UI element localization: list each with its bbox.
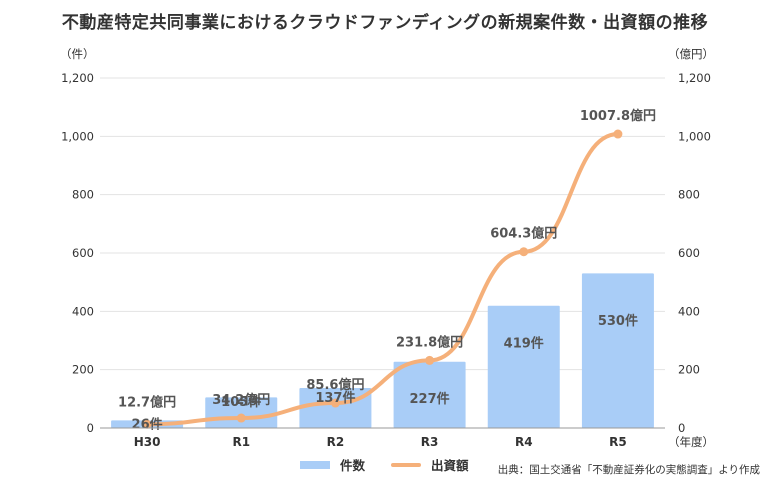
x-axis-tick: R4 [515, 435, 533, 449]
bar-value-label: 137件 [315, 390, 355, 406]
right-axis-tick: 800 [678, 188, 700, 202]
x-axis-tick: R3 [421, 435, 439, 449]
bar-value-label: 530件 [598, 313, 638, 329]
line-value-label: 12.7億円 [118, 394, 176, 410]
x-axis-tick: H30 [134, 435, 161, 449]
left-axis-tick: 1,000 [61, 129, 94, 143]
source-note: 出典：国土交通省「不動産証券化の実態調査」より作成 [497, 464, 760, 476]
legend: 件数 出資額 [300, 455, 469, 474]
line-value-label: 1007.8億円 [580, 108, 656, 124]
x-axis-tick: R2 [327, 435, 345, 449]
bar [581, 273, 654, 428]
left-axis-tick: 200 [72, 363, 94, 377]
left-axis-tick: 0 [87, 421, 94, 435]
bar-value-label: 105件 [221, 394, 261, 410]
legend-swatch-bar [300, 460, 330, 469]
right-axis-unit: （億円） [668, 47, 714, 61]
bar-value-label: 419件 [504, 335, 544, 351]
legend-label-line: 出資額 [431, 458, 469, 473]
bar [487, 305, 560, 428]
line-point [330, 398, 340, 408]
bar-value-label: 26件 [132, 416, 163, 432]
line-value-label: 34.2億円 [212, 392, 270, 408]
line-point [519, 247, 529, 257]
left-axis-tick: 800 [72, 188, 94, 202]
axes: 0 200 400 600 800 1,000 1,200 0 200 400 600 800 1,00… [60, 47, 714, 449]
line-point [236, 413, 246, 423]
legend-label-bar: 件数 [340, 458, 366, 473]
right-axis-tick: 0 [678, 421, 685, 435]
bar [299, 388, 372, 428]
x-axis-unit: （年度） [668, 435, 714, 449]
line-point [613, 129, 623, 139]
data-labels: 26件 105件 137件 227件 419件 530件 12.7億円 34.2億円 85.6億… [118, 108, 656, 432]
right-axis-tick: 200 [678, 363, 700, 377]
bar-series [111, 273, 654, 428]
right-axis-tick: 1,000 [678, 129, 711, 143]
line-value-label: 604.3億円 [490, 226, 557, 242]
x-axis-tick: R5 [609, 435, 627, 449]
right-axis-tick: 400 [678, 304, 700, 318]
chart-title: 不動産特定共同事業におけるクラウドファンディングの新規案件数・出資額の推移 [61, 13, 709, 33]
left-axis-tick: 1,200 [61, 71, 94, 85]
line-value-label: 85.6億円 [306, 377, 364, 393]
bar-value-label: 227件 [410, 391, 450, 407]
left-axis-tick: 400 [72, 304, 94, 318]
legend-item-line: 出資額 [391, 455, 469, 474]
legend-item-bar: 件数 [300, 455, 365, 474]
line-point [142, 419, 152, 429]
bar [393, 361, 466, 428]
right-axis-tick: 1,200 [678, 71, 711, 85]
x-axis-tick: R1 [232, 435, 250, 449]
right-axis-tick: 600 [678, 246, 700, 260]
line-series [142, 129, 623, 429]
left-axis-tick: 600 [72, 246, 94, 260]
line-point [425, 355, 435, 365]
line-value-label: 231.8億円 [396, 334, 463, 350]
legend-swatch-line [391, 462, 422, 467]
left-axis-unit: （件） [60, 47, 95, 61]
